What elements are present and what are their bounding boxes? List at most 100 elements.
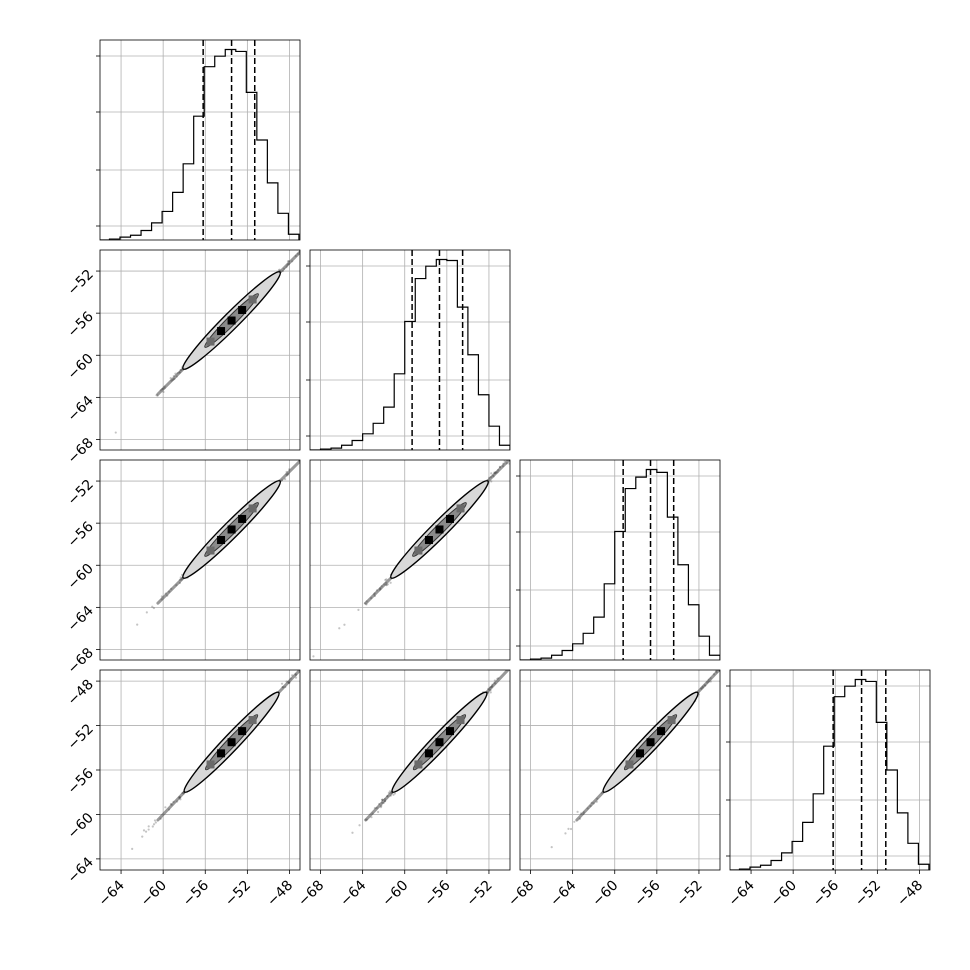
x-tick-label: −60	[589, 878, 621, 910]
histogram-panel-1	[306, 249, 511, 451]
y-tick-label: −64	[65, 393, 97, 425]
scatter-points	[131, 637, 328, 850]
x-tick-label: −60	[768, 878, 800, 910]
sample-point	[136, 623, 139, 626]
sample-point	[517, 451, 519, 453]
density-cell	[636, 749, 644, 758]
y-tick-label: −60	[65, 810, 97, 842]
x-tick-label: −60	[379, 878, 411, 910]
x-tick-label: −52	[852, 878, 884, 910]
sample-point	[314, 444, 316, 446]
x-tick-label: −48	[894, 878, 926, 910]
density-cell	[424, 749, 433, 758]
density-cell	[667, 716, 676, 724]
sample-point	[151, 605, 154, 608]
sample-point	[280, 682, 284, 685]
histogram-step	[310, 258, 510, 450]
sample-point	[357, 608, 360, 612]
sample-point	[389, 581, 392, 584]
density-cell	[248, 716, 257, 724]
x-tick-label: −48	[264, 878, 296, 910]
y-tick-label: −68	[65, 435, 97, 467]
density-cell	[217, 327, 226, 336]
sample-point	[300, 671, 302, 673]
sample-point	[741, 646, 743, 648]
scatter-panel-pair-1-0: −52 −56 −60 −64 −68	[65, 249, 303, 467]
histogram-panel-2	[516, 459, 721, 661]
y-tick-label: −60	[65, 351, 97, 383]
axes-frame	[99, 39, 301, 241]
x-tick-label: −64	[726, 877, 758, 909]
x-tick-label: −52	[464, 878, 496, 910]
y-tick-label: −68	[65, 645, 97, 677]
density-cell	[435, 738, 444, 747]
sample-point	[302, 456, 304, 458]
density-cell	[227, 316, 236, 325]
y-tick-label: −64	[65, 603, 97, 635]
sample-point	[326, 637, 328, 639]
sample-point	[147, 828, 150, 831]
sample-point	[154, 821, 157, 824]
density-cell	[456, 716, 465, 724]
sample-point	[343, 623, 346, 626]
sample-point	[131, 847, 134, 850]
sample-point	[510, 668, 512, 670]
density-cell	[238, 306, 247, 314]
sample-point	[550, 846, 553, 849]
sample-point	[734, 652, 736, 654]
sample-point	[503, 460, 506, 463]
sample-point	[528, 440, 530, 442]
scatter-panel-pair-2-1	[309, 439, 530, 661]
sample-point	[169, 377, 172, 380]
x-tick-label: −56	[810, 877, 842, 909]
x-tick-label: −52	[222, 878, 254, 910]
density-cell	[456, 504, 465, 513]
sample-point	[147, 825, 150, 828]
density-cell	[414, 546, 423, 555]
density-cell	[227, 525, 236, 534]
x-tick-label: −64	[337, 877, 369, 909]
sample-point	[732, 652, 734, 654]
y-tick-label: −52	[65, 267, 97, 299]
density-cell	[206, 546, 215, 555]
sample-point	[358, 824, 361, 827]
sample-point	[162, 390, 165, 394]
sample-point	[145, 611, 148, 614]
y-tick-label: −52	[65, 477, 97, 509]
density-cell	[248, 504, 257, 513]
sample-point	[489, 691, 492, 694]
sample-point	[525, 439, 527, 441]
sample-point	[490, 480, 493, 483]
sample-point	[152, 823, 156, 826]
sample-point	[153, 819, 157, 822]
x-tick-label: −56	[631, 877, 663, 909]
sample-point	[385, 578, 388, 581]
sample-point	[573, 820, 576, 823]
sample-point	[564, 832, 567, 835]
axes-frame	[729, 669, 931, 871]
sample-point	[114, 431, 117, 434]
density-cell	[206, 337, 215, 346]
sample-point	[393, 792, 397, 795]
density-cell	[435, 525, 444, 534]
scatter-points	[114, 250, 303, 434]
scatter-points	[312, 439, 530, 658]
density-cell	[414, 760, 423, 769]
x-tick-label: −68	[505, 878, 537, 910]
sample-point	[490, 472, 493, 475]
axes-frame	[309, 249, 511, 451]
density-cell	[217, 536, 226, 544]
x-tick-label: −52	[674, 878, 706, 910]
y-tick-label: −56	[65, 309, 97, 341]
axes-frame	[99, 249, 301, 451]
sample-point	[576, 810, 579, 813]
sample-point	[312, 655, 315, 658]
sample-point	[152, 606, 156, 610]
density-cell	[446, 514, 454, 523]
sample-point	[301, 252, 303, 254]
sample-point	[351, 831, 354, 834]
y-tick-label: −60	[65, 561, 97, 593]
sample-point	[569, 827, 573, 831]
axes-frame	[519, 669, 721, 871]
sample-point	[310, 447, 312, 449]
